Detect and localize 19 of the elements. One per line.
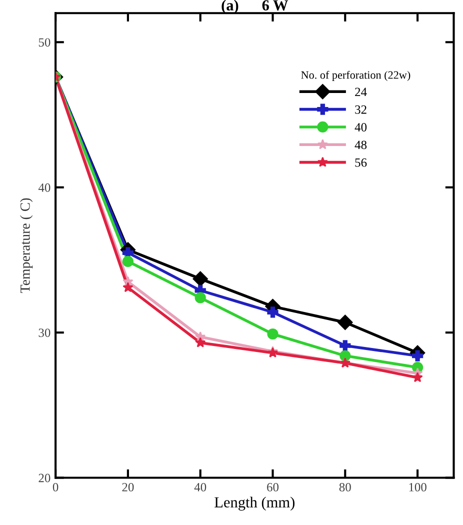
chart-title: (a) 6 W — [222, 0, 288, 14]
x-tick-label: 40 — [194, 482, 206, 492]
x-tick-label: 0 — [52, 482, 58, 492]
y-tick-label: 50 — [38, 38, 50, 47]
x-tick-label: 60 — [267, 482, 279, 492]
y-tick-label: 40 — [38, 183, 50, 192]
x-tick-label: 20 — [122, 482, 134, 492]
y-axis-title: Temperature ( C) — [20, 198, 33, 293]
legend-label: 48 — [354, 140, 367, 150]
legend-label: 24 — [355, 88, 367, 96]
legend-label: 32 — [355, 105, 366, 114]
y-tick-label: 30 — [38, 328, 50, 338]
x-axis-title: Length (mm) — [214, 496, 294, 511]
legend-label: 40 — [354, 123, 367, 132]
x-tick-label: 80 — [339, 482, 351, 492]
legend-label: 56 — [355, 158, 367, 167]
legend-title: No. of perforation (22w) — [301, 70, 410, 82]
y-tick-label: 20 — [38, 474, 50, 482]
x-tick-label: 100 — [409, 482, 426, 492]
